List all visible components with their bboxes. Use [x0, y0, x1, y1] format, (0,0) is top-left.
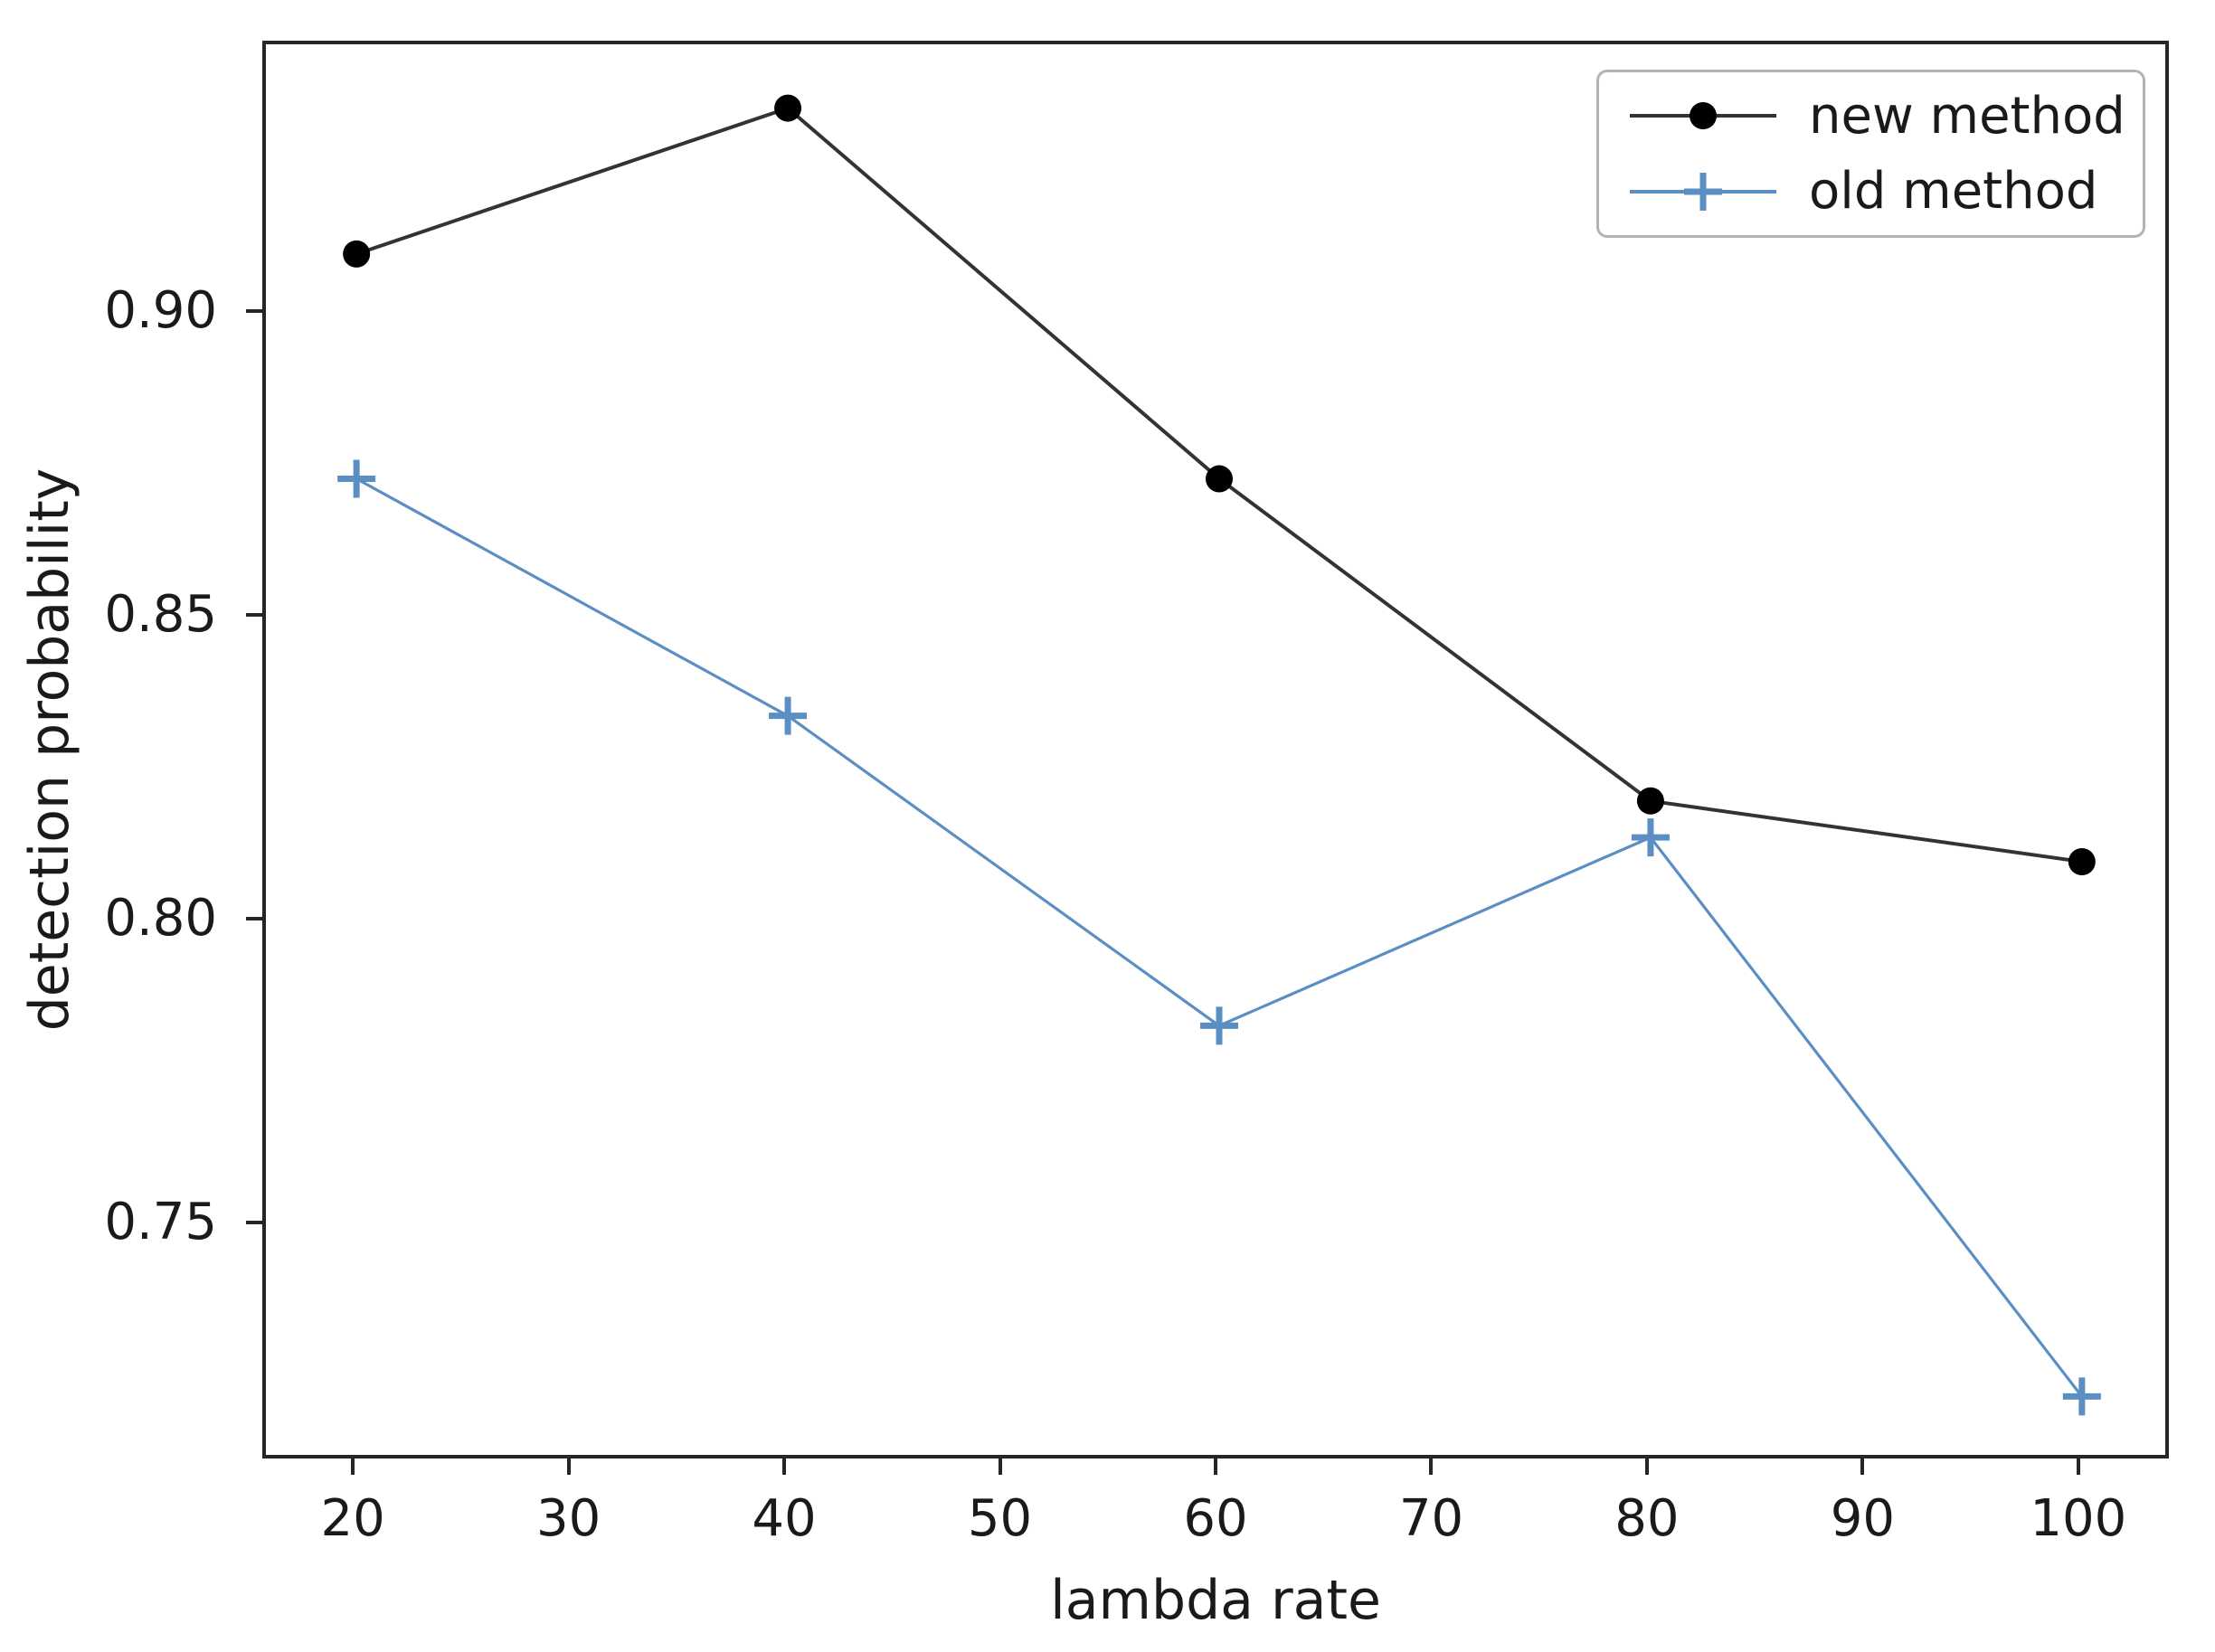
legend-item-old-method: old method: [1626, 155, 2125, 229]
x-tick-label: 90: [1830, 1489, 1895, 1548]
legend-label: new method: [1809, 86, 2125, 146]
x-tick-mark: [998, 1458, 1002, 1475]
chart-svg: [337, 94, 2101, 1416]
legend-item-new-method: new method: [1626, 79, 2125, 153]
x-tick-label: 50: [967, 1489, 1033, 1548]
data-point-marker: [1636, 787, 1664, 815]
x-tick-mark: [2076, 1458, 2080, 1475]
x-tick-mark: [1644, 1458, 1649, 1475]
y-tick-label: 0.80: [104, 889, 217, 949]
x-tick-label: 60: [1183, 1489, 1248, 1548]
x-tick-label: 100: [2030, 1489, 2127, 1548]
data-point-marker: [1206, 465, 1233, 493]
plot-area: [262, 41, 2169, 1458]
x-tick-label: 30: [535, 1489, 601, 1548]
x-tick-label: 20: [320, 1489, 385, 1548]
data-point-marker: [1631, 818, 1670, 857]
legend-sample-line: [1630, 102, 1776, 130]
data-point-marker: [769, 696, 808, 735]
legend: new method old method: [1596, 70, 2145, 238]
x-tick-mark: [1214, 1458, 1217, 1475]
data-point-marker: [2062, 1377, 2101, 1416]
x-tick-mark: [782, 1458, 787, 1475]
y-tick-mark: [246, 309, 262, 314]
y-tick-mark: [246, 917, 262, 921]
x-tick-mark: [351, 1458, 355, 1475]
y-tick-label: 0.75: [104, 1193, 217, 1252]
x-tick-mark: [566, 1458, 571, 1475]
x-tick-label: 40: [752, 1489, 817, 1548]
series-line-old-method: [355, 477, 2084, 1398]
data-point-marker: [774, 94, 802, 122]
x-tick-mark: [1429, 1458, 1434, 1475]
x-tick-mark: [1860, 1458, 1865, 1475]
x-tick-label: 80: [1614, 1489, 1680, 1548]
y-tick-mark: [246, 613, 262, 618]
y-tick-label: 0.85: [104, 585, 217, 645]
y-tick-label: 0.90: [104, 281, 217, 341]
legend-label: old method: [1809, 162, 2098, 222]
x-tick-label: 70: [1398, 1489, 1464, 1548]
data-point-marker: [1200, 1006, 1238, 1045]
data-point-marker: [343, 240, 371, 268]
legend-sample-line: [1630, 172, 1776, 211]
y-tick-mark: [246, 1221, 262, 1225]
data-point-marker: [337, 459, 376, 498]
data-point-marker: [2068, 847, 2096, 875]
y-axis-label: detection probability: [18, 467, 81, 1032]
x-axis-label: lambda rate: [1050, 1569, 1381, 1632]
